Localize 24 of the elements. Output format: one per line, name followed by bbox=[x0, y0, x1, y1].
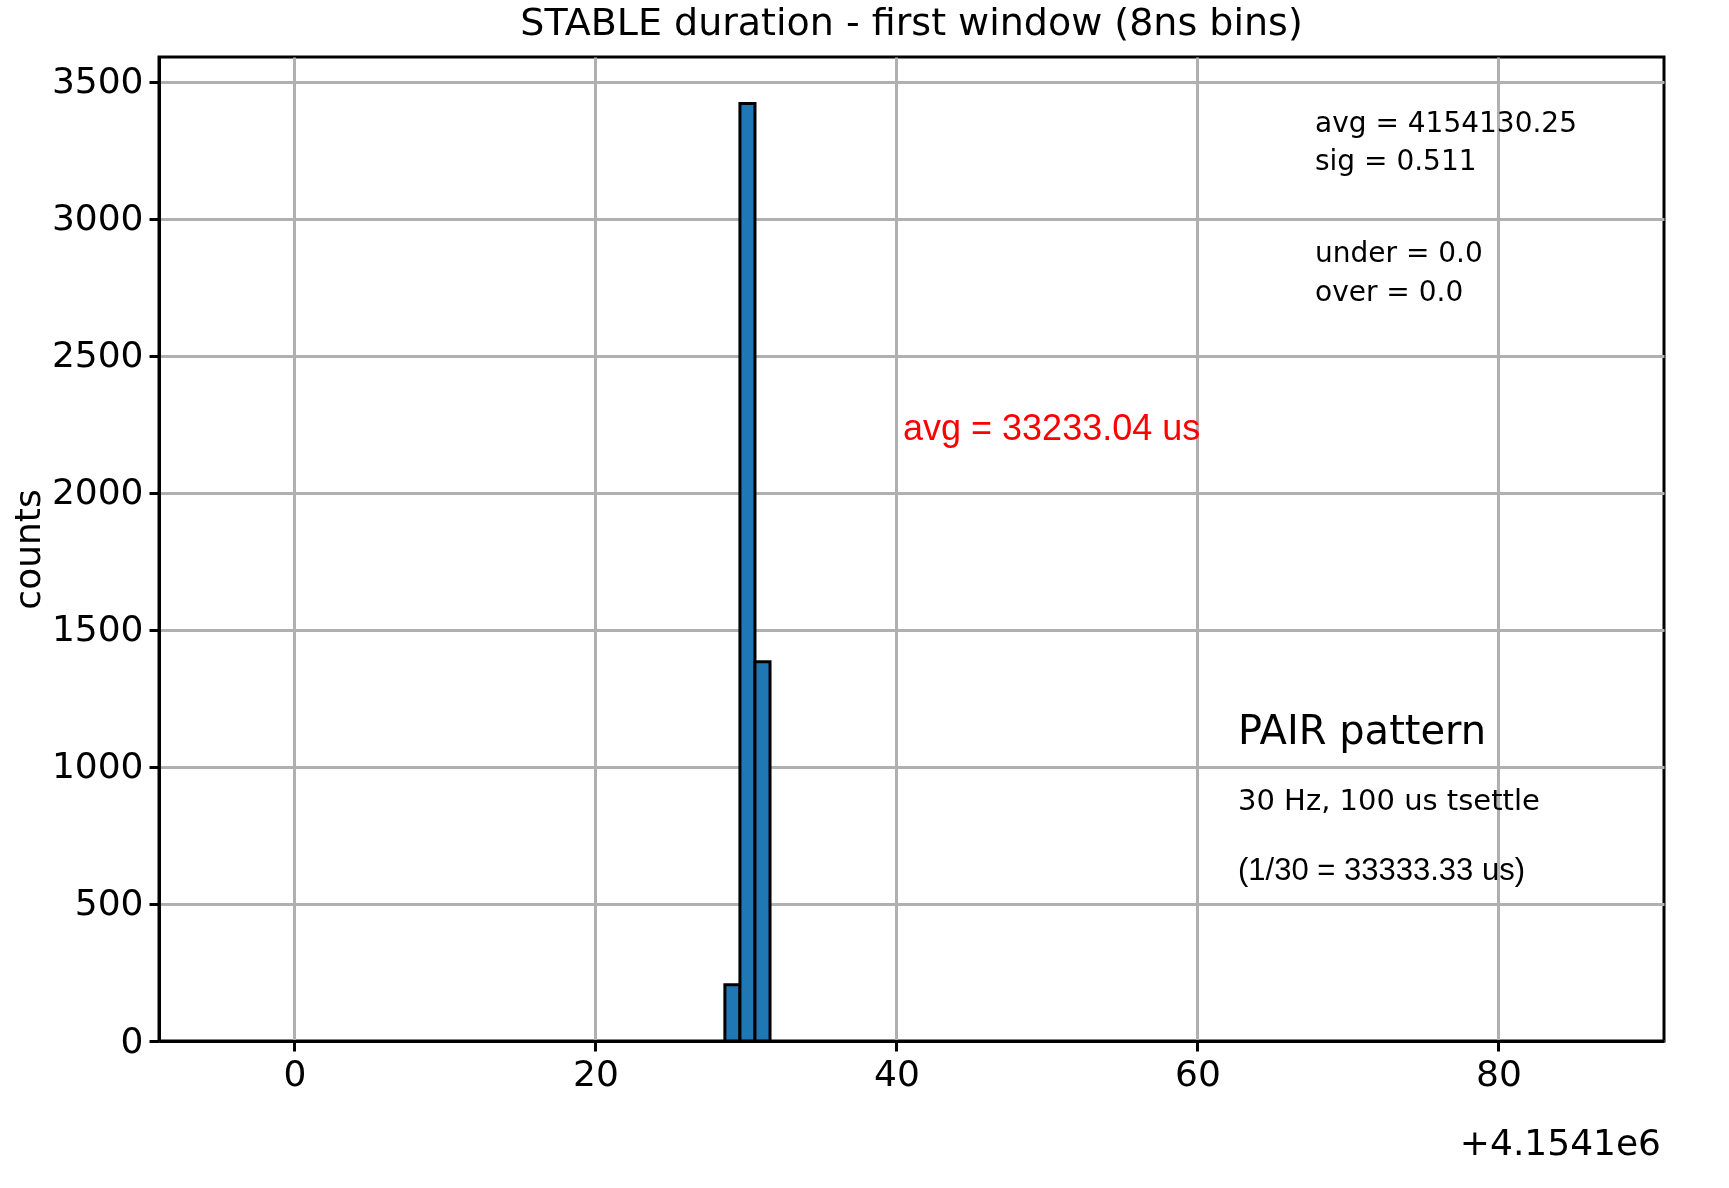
annotation: avg = 4154130.25 bbox=[1315, 106, 1577, 139]
annotation: 30 Hz, 100 us tsettle bbox=[1238, 783, 1540, 817]
y-tick-label: 1000 bbox=[51, 745, 144, 787]
y-tick-label: 0 bbox=[120, 1019, 144, 1061]
text: +4.1541e6 bbox=[1459, 1122, 1661, 1163]
x-tick-label: 20 bbox=[573, 1052, 619, 1094]
y-tick-label: 500 bbox=[74, 882, 144, 924]
annotation: PAIR pattern bbox=[1238, 707, 1487, 753]
y-axis-title: counts bbox=[6, 489, 48, 610]
y-tick-label: 3500 bbox=[51, 60, 144, 102]
x-tick-label: 40 bbox=[874, 1052, 920, 1094]
annotation: (1/30 = 33333.33 us) bbox=[1238, 852, 1525, 887]
y-tick-label: 3000 bbox=[51, 197, 144, 239]
y-tick-label: 1500 bbox=[51, 608, 144, 650]
y-tick-label: 2000 bbox=[51, 471, 144, 513]
annotation: over = 0.0 bbox=[1315, 275, 1464, 308]
y-tick-label: 2500 bbox=[51, 334, 144, 376]
annotation: avg = 33233.04 us bbox=[903, 407, 1201, 448]
annotation: sig = 0.511 bbox=[1315, 144, 1477, 177]
x-tick-label: 80 bbox=[1476, 1052, 1522, 1094]
chart-title: STABLE duration - first window (8ns bins) bbox=[520, 0, 1303, 44]
annotation: under = 0.0 bbox=[1315, 236, 1483, 269]
x-tick-label: 0 bbox=[283, 1052, 307, 1094]
x-tick-label: 60 bbox=[1175, 1052, 1221, 1094]
